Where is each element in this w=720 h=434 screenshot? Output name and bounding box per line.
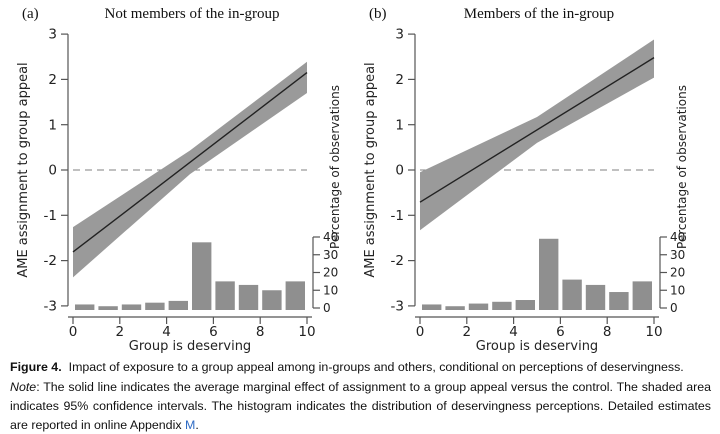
y-tick-label: -3 [391,299,404,315]
x-tick-label: 10 [645,324,662,340]
panel-a-chart: (a) Not members of the in-group -3 -2 -1 0 1 2 3… [16,6,342,354]
pct-axis-label: Percentage of observations [328,85,342,249]
x-axis-label: Group is deserving [476,339,598,354]
histogram-bar [632,281,652,310]
x-tick-label: 6 [209,324,218,340]
panel-letter-label: (a) [22,6,39,22]
x-tick-label: 2 [116,324,125,340]
x-tick-label: 0 [416,324,425,340]
histogram-bar [262,290,282,310]
y-tick-label: -2 [44,253,57,269]
confidence-band [73,61,307,278]
histogram-bar [98,306,118,310]
y-tick-label: 1 [48,117,57,133]
ame-line [72,72,308,253]
panel-b-chart: (b) Members of the in-group -3 -2 -1 0 1 2 3 AME … [363,6,689,354]
confidence-band [420,39,654,231]
histogram-bar [285,281,305,310]
ame-line [419,57,655,203]
y-axis-label: AME assignment to group appeal [363,62,378,277]
figure-caption: Figure 4. Impact of exposure to a group a… [10,358,711,434]
pct-tick-label: 30 [323,248,338,262]
pct-tick-label: 40 [323,230,338,244]
histogram-bar [609,292,629,310]
pct-axis-label: Percentage of observations [675,85,689,249]
histogram-bar [168,300,188,310]
note-body-text: : The solid line indicates the average m… [10,379,711,432]
x-tick-label: 4 [509,324,518,340]
pct-tick-label: 0 [670,301,678,315]
x-tick-label: 4 [162,324,171,340]
histogram-bar [585,284,606,310]
x-axis-label: Group is deserving [129,339,251,354]
y-tick-label: 2 [48,72,57,88]
y-tick-label: -3 [44,299,57,315]
caption-note: Note: The solid line indicates the avera… [10,378,711,434]
x-tick-label: 2 [463,324,472,340]
y-tick-label: 1 [395,117,404,133]
histogram-bar [75,304,95,310]
note-period: . [195,417,199,432]
panel-title: Not members of the in-group [105,6,280,22]
histogram-bar [121,304,142,310]
pct-tick-label: 30 [670,248,685,262]
y-tick-label: 0 [395,163,404,179]
pct-tick-label: 40 [670,230,685,244]
histogram-bar [192,242,212,310]
histogram-bar [422,304,442,310]
appendix-link[interactable]: M [184,417,196,432]
histogram-bar [445,306,465,310]
histogram-bar [539,238,559,310]
y-tick-label: 3 [48,27,57,43]
pct-tick-label: 0 [323,301,331,315]
pct-tick-label: 20 [323,266,338,280]
pct-tick-label: 10 [670,283,685,297]
caption-title-text: Impact of exposure to a group appeal amo… [68,360,684,374]
pct-tick-label: 10 [323,283,338,297]
histogram-bar [492,301,512,310]
note-label: Note [10,379,37,394]
panel-letter-label: (b) [369,6,387,22]
y-tick-label: -2 [391,253,404,269]
x-tick-label: 8 [603,324,612,340]
x-tick-label: 8 [256,324,265,340]
histogram-bar [468,303,489,310]
histogram-bar [238,284,259,310]
y-tick-label: 2 [395,72,404,88]
x-tick-label: 6 [556,324,565,340]
pct-tick-label: 20 [670,266,685,280]
x-tick-label: 0 [69,324,78,340]
histogram-bar [215,281,235,310]
x-tick-label: 10 [298,324,315,340]
y-tick-label: 0 [48,163,57,179]
y-axis-label: AME assignment to group appeal [16,62,31,277]
y-tick-label: -1 [44,208,57,224]
caption-title-line: Figure 4. Impact of exposure to a group a… [10,358,711,377]
histogram-bar [515,300,535,310]
figure-label: Figure 4. [10,360,62,374]
y-tick-label: 3 [395,27,404,43]
histogram-bar [562,279,582,310]
y-tick-label: -1 [391,208,404,224]
panel-title: Members of the in-group [464,6,614,22]
histogram-bar [145,302,165,310]
